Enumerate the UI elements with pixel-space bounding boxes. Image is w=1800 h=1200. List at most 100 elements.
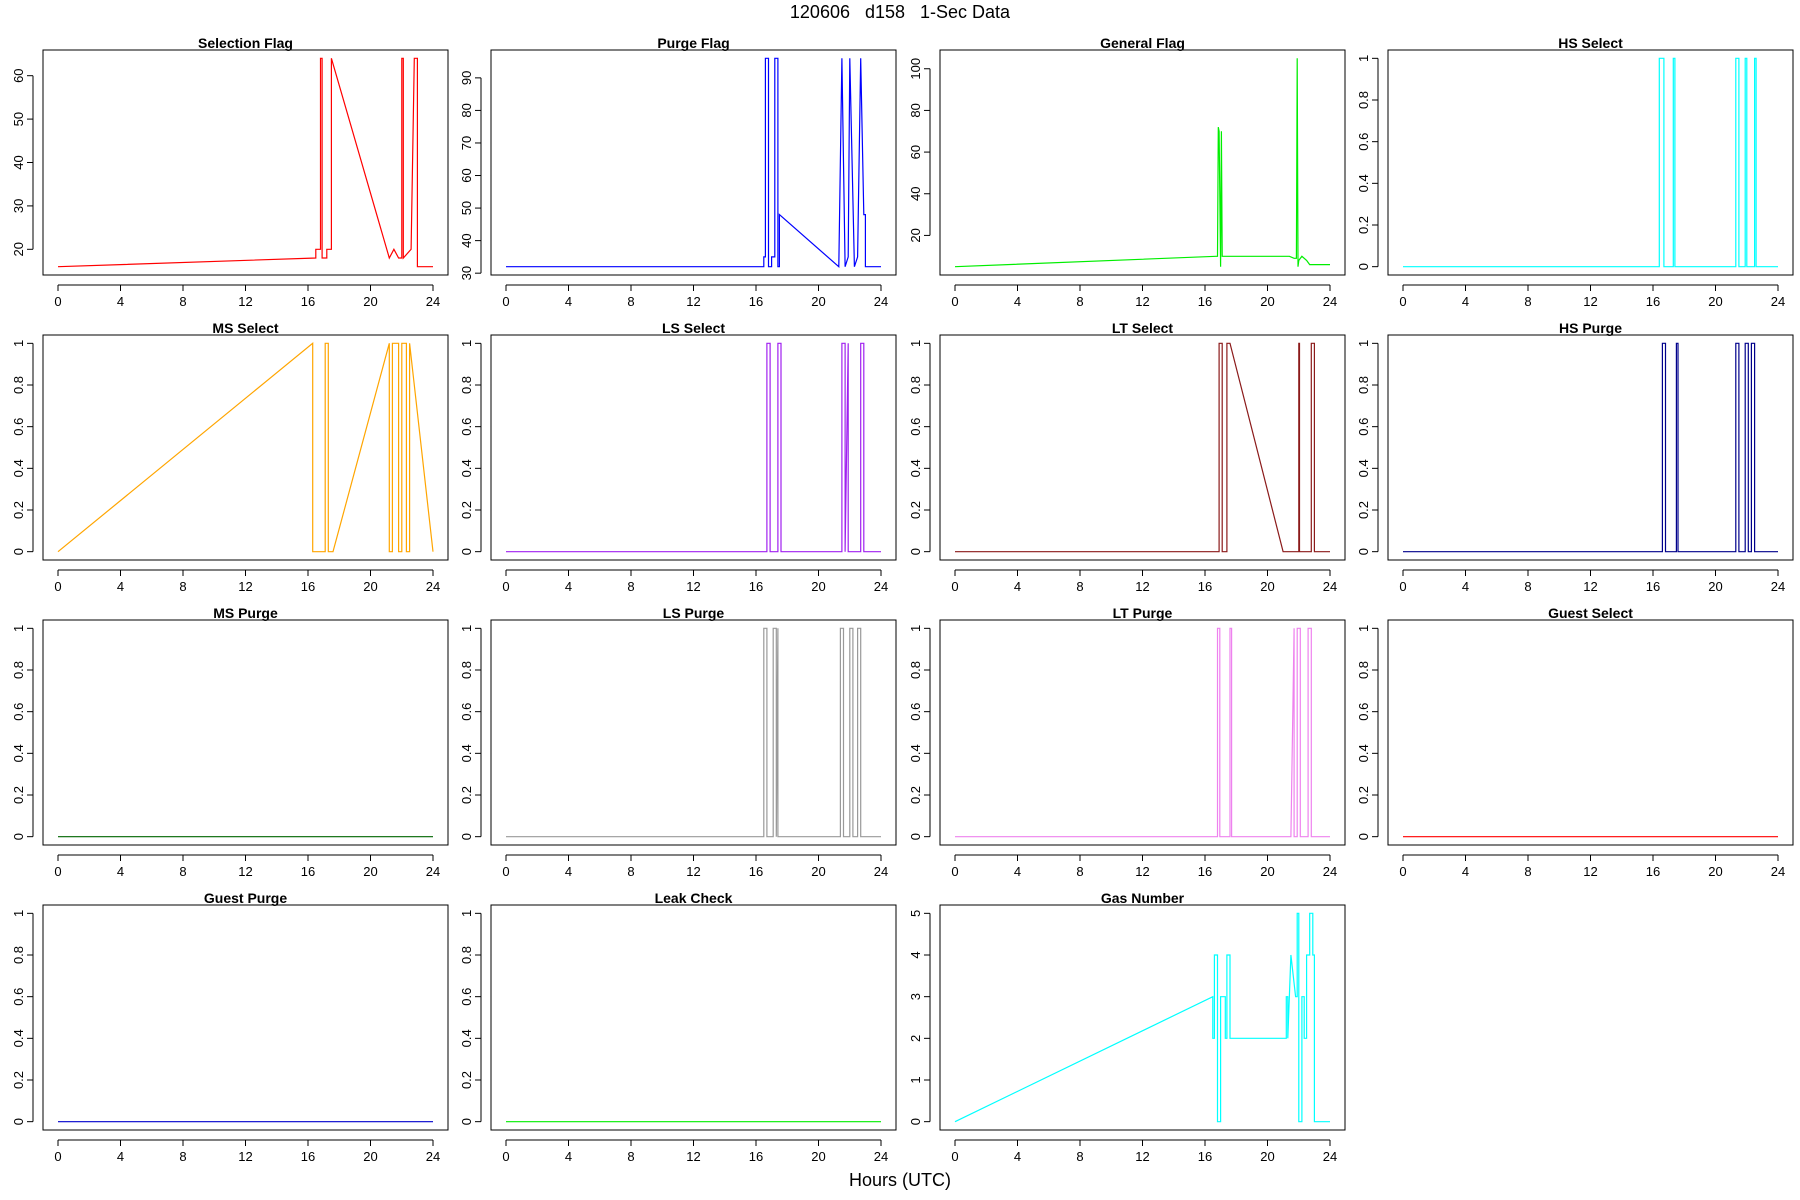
x-tick-label: 8 <box>1076 864 1083 879</box>
x-tick-label: 12 <box>1135 294 1149 309</box>
y-tick-label: 0.8 <box>1356 91 1371 109</box>
panel-title: HS Select <box>1558 35 1623 51</box>
plot-frame <box>1387 619 1794 846</box>
y-tick-label: 50 <box>459 201 474 215</box>
panel-5: MS Select 0 4 8 12 16 20 24 0 0.2 0.4 0.6 0.8 1 <box>11 320 449 594</box>
x-tick-label: 12 <box>1583 864 1597 879</box>
x-tick-label: 8 <box>627 864 634 879</box>
x-tick-label: 8 <box>1076 294 1083 309</box>
x-tick-label: 24 <box>874 294 888 309</box>
x-tick-label: 16 <box>1198 864 1212 879</box>
y-tick-label: 0.2 <box>1356 786 1371 804</box>
y-tick-label: 0.4 <box>908 459 923 477</box>
x-tick-label: 4 <box>565 864 572 879</box>
y-tick-label: 0.8 <box>1356 661 1371 679</box>
panel-9: MS Purge 0 4 8 12 16 20 24 0 0.2 0.4 0.6 0.8 1 <box>11 605 449 879</box>
series-line <box>1403 57 1778 268</box>
plot-frame <box>1387 334 1794 561</box>
y-tick-label: 0 <box>11 1118 26 1125</box>
y-tick-label: 60 <box>11 68 26 82</box>
series-line <box>506 627 881 838</box>
x-tick-label: 16 <box>1646 864 1660 879</box>
x-tick-label: 8 <box>627 579 634 594</box>
x-tick-label: 16 <box>749 294 763 309</box>
y-tick-label: 0.2 <box>1356 501 1371 519</box>
y-tick-label: 0.6 <box>459 418 474 436</box>
x-tick-label: 12 <box>1583 579 1597 594</box>
x-tick-label: 16 <box>1198 579 1212 594</box>
x-tick-label: 12 <box>686 579 700 594</box>
panel-13: Guest Purge 0 4 8 12 16 20 24 0 0.2 0.4 0.6 0.8 1 <box>11 890 449 1164</box>
y-tick-label: 3 <box>908 993 923 1000</box>
panel-title: HS Purge <box>1559 320 1622 336</box>
panel-2: Purge Flag 0 4 8 12 16 20 24 30 40 50 60 70 80 90 <box>459 35 897 309</box>
y-tick-label: 1 <box>11 910 26 917</box>
y-tick-label: 0.8 <box>11 946 26 964</box>
x-tick-label: 4 <box>1014 864 1021 879</box>
panel-11: LT Purge 0 4 8 12 16 20 24 0 0.2 0.4 0.6 0.8 1 <box>908 605 1346 879</box>
y-tick-label: 30 <box>11 199 26 213</box>
x-tick-label: 4 <box>1462 294 1469 309</box>
y-tick-label: 0.8 <box>11 661 26 679</box>
x-tick-label: 8 <box>1524 864 1531 879</box>
x-tick-label: 8 <box>1076 579 1083 594</box>
x-tick-label: 20 <box>363 1149 377 1164</box>
y-tick-label: 80 <box>908 103 923 117</box>
y-tick-label: 0.8 <box>908 376 923 394</box>
x-tick-label: 24 <box>426 1149 440 1164</box>
y-tick-label: 0.6 <box>1356 418 1371 436</box>
x-tick-label: 12 <box>1583 294 1597 309</box>
series-line <box>954 58 1330 268</box>
series-line <box>506 342 881 553</box>
y-tick-label: 1 <box>1356 55 1371 62</box>
panel-title: Guest Purge <box>204 890 287 906</box>
x-tick-label: 20 <box>1260 864 1274 879</box>
y-tick-label: 1 <box>459 910 474 917</box>
y-tick-label: 0.6 <box>908 418 923 436</box>
y-tick-label: 0.4 <box>11 459 26 477</box>
x-tick-label: 4 <box>1462 579 1469 594</box>
panel-title: MS Purge <box>213 605 278 621</box>
x-tick-label: 0 <box>54 864 61 879</box>
x-tick-label: 8 <box>627 294 634 309</box>
y-tick-label: 100 <box>908 58 923 80</box>
x-tick-label: 0 <box>54 579 61 594</box>
panel-title: Guest Select <box>1548 605 1633 621</box>
y-tick-label: 1 <box>1356 625 1371 632</box>
y-tick-label: 0.4 <box>459 744 474 762</box>
y-tick-label: 0 <box>908 1118 923 1125</box>
x-tick-label: 0 <box>951 1149 958 1164</box>
x-tick-label: 4 <box>117 294 124 309</box>
y-tick-label: 1 <box>908 625 923 632</box>
x-tick-label: 12 <box>238 579 252 594</box>
panel-14: Leak Check 0 4 8 12 16 20 24 0 0.2 0.4 0.6 0.8 1 <box>459 890 897 1164</box>
series-line <box>57 57 433 268</box>
x-tick-label: 12 <box>238 294 252 309</box>
x-tick-label: 24 <box>1771 294 1785 309</box>
y-tick-label: 0.2 <box>11 1071 26 1089</box>
panel-title: Leak Check <box>655 890 733 906</box>
x-tick-label: 20 <box>1260 294 1274 309</box>
x-tick-label: 16 <box>749 579 763 594</box>
x-tick-label: 8 <box>627 1149 634 1164</box>
x-tick-label: 0 <box>951 579 958 594</box>
panel-title: LS Purge <box>663 605 725 621</box>
plot-frame <box>42 334 449 561</box>
series-line <box>1403 342 1778 553</box>
x-tick-label: 24 <box>874 1149 888 1164</box>
plot-frame <box>42 49 449 276</box>
x-tick-label: 24 <box>426 579 440 594</box>
y-tick-label: 0.6 <box>1356 133 1371 151</box>
x-tick-label: 0 <box>502 579 509 594</box>
y-tick-label: 0.4 <box>459 459 474 477</box>
x-tick-label: 0 <box>502 864 509 879</box>
x-tick-label: 4 <box>565 294 572 309</box>
panel-7: LT Select 0 4 8 12 16 20 24 0 0.2 0.4 0.6 0.8 1 <box>908 320 1346 594</box>
y-tick-label: 0 <box>908 833 923 840</box>
x-tick-label: 0 <box>54 1149 61 1164</box>
plot-frame <box>490 49 897 276</box>
y-tick-label: 0.4 <box>1356 174 1371 192</box>
panel-title: LT Select <box>1112 320 1174 336</box>
y-tick-label: 0 <box>11 548 26 555</box>
x-tick-label: 24 <box>1323 1149 1337 1164</box>
